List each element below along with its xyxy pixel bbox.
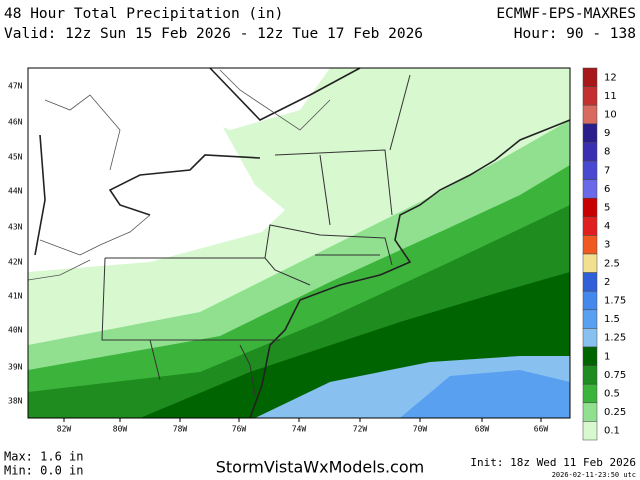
- colorbar-swatch: [582, 402, 598, 422]
- colorbar-swatch: [582, 272, 598, 292]
- colorbar-swatch: [582, 309, 598, 329]
- map: [27, 67, 571, 419]
- colorbar-label: 7: [604, 165, 610, 176]
- lat-label: 46N: [8, 118, 23, 127]
- colorbar-label: 2: [604, 277, 610, 288]
- colorbar-swatch: [582, 365, 598, 385]
- lon-label: 78W: [173, 425, 188, 434]
- lon-label: 72W: [353, 425, 368, 434]
- colorbar-swatch: [582, 235, 598, 255]
- shoreline: [34, 67, 361, 256]
- lat-label: 47N: [8, 82, 23, 91]
- colorbar-label: 10: [604, 110, 617, 121]
- colorbar-label: 1.75: [604, 296, 626, 307]
- colorbar-label: 8: [604, 147, 610, 158]
- colorbar-swatch: [582, 67, 598, 87]
- colorbar-label: 4: [604, 221, 610, 232]
- lat-label: 40N: [8, 326, 23, 335]
- timestamp: 2026-02-11-23:50 utc: [552, 471, 636, 479]
- lon-label: 68W: [475, 425, 490, 434]
- colorbar-label: 0.25: [604, 407, 626, 418]
- colorbar-swatch: [582, 253, 598, 273]
- colorbar-swatch: [582, 197, 598, 218]
- precip-band: [400, 370, 570, 418]
- colorbar-label: 11: [604, 91, 617, 102]
- lon-label: 66W: [534, 425, 549, 434]
- colorbar-label: 0.75: [604, 370, 626, 381]
- valid-time: Valid: 12z Sun 15 Feb 2026 - 12z Tue 17 …: [4, 26, 423, 42]
- site-name: StormVistaWxModels.com: [216, 458, 424, 477]
- max-value: Max: 1.6 in: [4, 450, 83, 464]
- colorbar-swatch: [582, 346, 598, 366]
- state-border: [101, 74, 411, 396]
- no-precip-area: [28, 68, 285, 272]
- colorbar-label: 1: [604, 351, 610, 362]
- colorbar-label: 0.5: [604, 389, 620, 400]
- lat-label: 41N: [8, 292, 23, 301]
- colorbar-label: 5: [604, 203, 610, 214]
- colorbar-swatch: [582, 123, 598, 143]
- lat-label: 43N: [8, 223, 23, 232]
- colorbar-swatch: [582, 421, 598, 441]
- lat-label: 39N: [8, 363, 23, 372]
- colorbar-label: 12: [604, 72, 617, 83]
- lat-label: 44N: [8, 187, 23, 196]
- model: ECMWF-EPS-MAXRES: [496, 6, 636, 22]
- lat-label: 45N: [8, 153, 23, 162]
- colorbar-label: 1.25: [604, 333, 626, 344]
- lon-label: 74W: [292, 425, 307, 434]
- colorbar-label: 9: [604, 128, 610, 139]
- no-precip-area: [80, 68, 330, 130]
- colorbar-label: 1.5: [604, 314, 620, 325]
- colorbar-swatch: [582, 290, 598, 311]
- colorbar-label: 6: [604, 184, 610, 195]
- lake-outline: [27, 69, 331, 281]
- min-value: Min: 0.0 in: [4, 464, 83, 478]
- init-time: Init: 18z Wed 11 Feb 2026: [470, 456, 636, 469]
- lat-label: 38N: [8, 397, 23, 406]
- lon-label: 70W: [413, 425, 428, 434]
- lon-label: 82W: [57, 425, 72, 434]
- colorbar-swatch: [582, 179, 598, 199]
- colorbar-swatch: [582, 160, 598, 180]
- colorbar-swatch: [582, 104, 598, 125]
- colorbar-swatch: [582, 328, 598, 348]
- colorbar-swatch: [582, 86, 598, 106]
- colorbar-swatch: [582, 216, 598, 236]
- title: 48 Hour Total Precipitation (in): [4, 6, 283, 22]
- forecast-hours: Hour: 90 - 138: [514, 26, 636, 42]
- lat-label: 42N: [8, 258, 23, 267]
- colorbar-label: 0.1: [604, 426, 620, 437]
- lon-label: 76W: [232, 425, 247, 434]
- lon-label: 80W: [113, 425, 128, 434]
- colorbar-label: 2.5: [604, 258, 620, 269]
- coastline: [249, 119, 571, 419]
- colorbar-swatch: [582, 383, 598, 404]
- colorbar-label: 3: [604, 240, 610, 251]
- colorbar-swatch: [582, 142, 598, 162]
